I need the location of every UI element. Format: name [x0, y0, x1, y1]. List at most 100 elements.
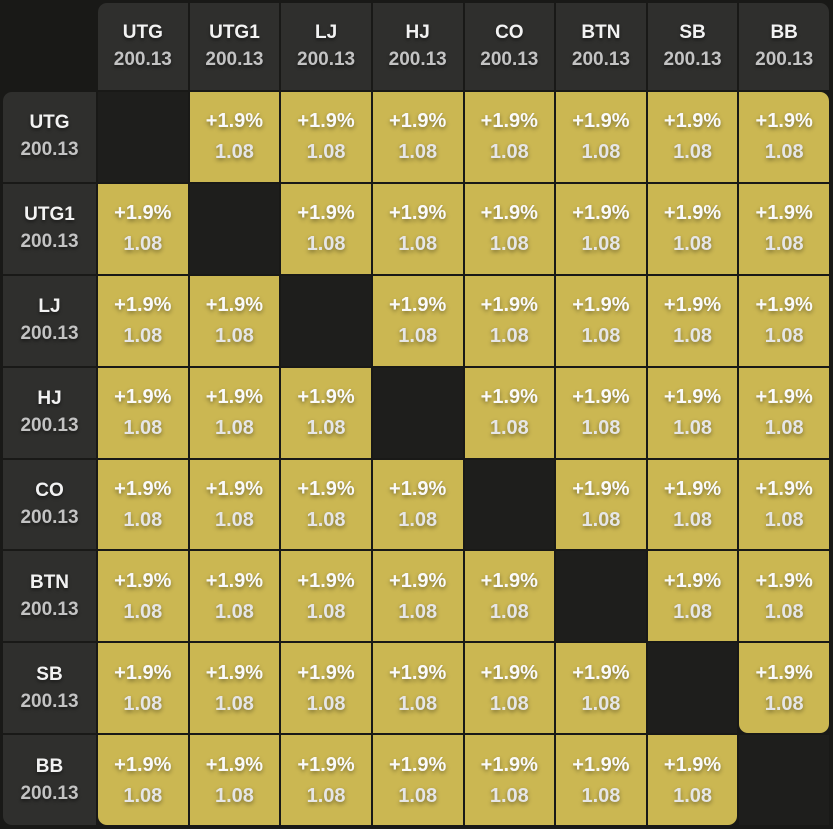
matrix-cell-btn-vs-sb[interactable]: +1.9% 1.08: [647, 551, 738, 642]
matrix-cell-sb-vs-hj[interactable]: +1.9% 1.08: [372, 643, 463, 734]
row-header-bb: BB 200.13: [3, 735, 96, 825]
cell-multiplier: 1.08: [306, 417, 346, 440]
matrix-cell-utg1-vs-btn[interactable]: +1.9% 1.08: [556, 183, 646, 274]
matrix-cell-hj-vs-btn[interactable]: +1.9% 1.08: [556, 367, 646, 458]
matrix-cell-utg1-vs-bb[interactable]: +1.9% 1.08: [739, 183, 829, 274]
matrix-cell-hj-vs-co[interactable]: +1.9% 1.08: [464, 367, 555, 458]
matrix-cell-hj-vs-utg[interactable]: +1.9% 1.08: [98, 367, 188, 458]
matrix-cell-lj-vs-utg1[interactable]: +1.9% 1.08: [189, 275, 280, 366]
matrix-cell-sb-vs-utg1[interactable]: +1.9% 1.08: [189, 643, 280, 734]
stack-label: 200.13: [480, 49, 539, 70]
matrix-cell-btn-vs-hj[interactable]: +1.9% 1.08: [372, 551, 463, 642]
matrix-cell-utg1-vs-utg[interactable]: +1.9% 1.08: [98, 183, 188, 274]
matrix-cell-hj-vs-bb[interactable]: +1.9% 1.08: [739, 367, 829, 458]
position-label: CO: [35, 479, 64, 501]
position-label: HJ: [405, 22, 430, 43]
matrix-cell-bb-vs-utg[interactable]: +1.9% 1.08: [98, 735, 188, 825]
matrix-cell-bb-vs-sb[interactable]: +1.9% 1.08: [647, 735, 738, 825]
cell-ev-percent: +1.9%: [663, 753, 722, 776]
cell-ev-percent: +1.9%: [297, 753, 355, 776]
cell-multiplier: 1.08: [764, 692, 804, 715]
matrix-cell-lj-vs-bb[interactable]: +1.9% 1.08: [739, 275, 829, 366]
matrix-cell-utg1-vs-hj[interactable]: +1.9% 1.08: [372, 183, 463, 274]
stack-label: 200.13: [20, 598, 79, 620]
matrix-cell-co-vs-lj[interactable]: +1.9% 1.08: [281, 459, 371, 550]
position-label: UTG1: [209, 22, 260, 43]
matrix-cell-co-vs-utg[interactable]: +1.9% 1.08: [98, 459, 188, 550]
cell-multiplier: 1.08: [123, 325, 163, 348]
cell-multiplier: 1.08: [123, 417, 163, 440]
cell-multiplier: 1.08: [764, 508, 804, 531]
column-header-co: CO 200.13: [464, 3, 555, 90]
diagonal-cell: [739, 735, 829, 825]
matrix-cell-hj-vs-utg1[interactable]: +1.9% 1.08: [189, 367, 280, 458]
stack-label: 200.13: [113, 49, 172, 70]
matrix-cell-sb-vs-utg[interactable]: +1.9% 1.08: [98, 643, 188, 734]
matrix-cell-bb-vs-co[interactable]: +1.9% 1.08: [464, 735, 555, 825]
matrix-cell-co-vs-utg1[interactable]: +1.9% 1.08: [189, 459, 280, 550]
cell-ev-percent: +1.9%: [663, 386, 722, 409]
matrix-cell-btn-vs-bb[interactable]: +1.9% 1.08: [739, 551, 829, 642]
position-label: BB: [770, 22, 798, 43]
row-header-co: CO 200.13: [3, 459, 96, 550]
matrix-cell-bb-vs-lj[interactable]: +1.9% 1.08: [281, 735, 371, 825]
matrix-cell-btn-vs-utg1[interactable]: +1.9% 1.08: [189, 551, 280, 642]
stack-label: 200.13: [20, 231, 79, 253]
stack-label: 200.13: [20, 690, 79, 712]
matrix-cell-utg1-vs-co[interactable]: +1.9% 1.08: [464, 183, 555, 274]
diagonal-cell: [372, 367, 463, 458]
cell-ev-percent: +1.9%: [572, 202, 630, 225]
matrix-cell-co-vs-bb[interactable]: +1.9% 1.08: [739, 459, 829, 550]
matrix-cell-sb-vs-btn[interactable]: +1.9% 1.08: [556, 643, 646, 734]
matrix-cell-utg-vs-utg1[interactable]: +1.9% 1.08: [189, 92, 280, 182]
matrix-cell-lj-vs-sb[interactable]: +1.9% 1.08: [647, 275, 738, 366]
cell-multiplier: 1.08: [398, 692, 438, 715]
matrix-cell-sb-vs-bb[interactable]: +1.9% 1.08: [739, 643, 829, 734]
cell-ev-percent: +1.9%: [389, 477, 447, 500]
matrix-cell-utg1-vs-sb[interactable]: +1.9% 1.08: [647, 183, 738, 274]
cell-multiplier: 1.08: [123, 600, 163, 623]
stack-label: 200.13: [297, 49, 356, 70]
cell-ev-percent: +1.9%: [572, 110, 630, 133]
matrix-cell-hj-vs-sb[interactable]: +1.9% 1.08: [647, 367, 738, 458]
matrix-cell-utg-vs-hj[interactable]: +1.9% 1.08: [372, 92, 463, 182]
matrix-cell-bb-vs-btn[interactable]: +1.9% 1.08: [556, 735, 646, 825]
cell-multiplier: 1.08: [673, 325, 713, 348]
matrix-cell-sb-vs-lj[interactable]: +1.9% 1.08: [281, 643, 371, 734]
matrix-cell-hj-vs-lj[interactable]: +1.9% 1.08: [281, 367, 371, 458]
position-label: BB: [35, 755, 64, 777]
matrix-cell-utg-vs-btn[interactable]: +1.9% 1.08: [556, 92, 646, 182]
matrix-cell-btn-vs-lj[interactable]: +1.9% 1.08: [281, 551, 371, 642]
matrix-cell-co-vs-sb[interactable]: +1.9% 1.08: [647, 459, 738, 550]
matrix-cell-co-vs-hj[interactable]: +1.9% 1.08: [372, 459, 463, 550]
cell-ev-percent: +1.9%: [205, 661, 264, 684]
matrix-cell-bb-vs-utg1[interactable]: +1.9% 1.08: [189, 735, 280, 825]
stack-label: 200.13: [755, 49, 814, 70]
matrix-cell-lj-vs-btn[interactable]: +1.9% 1.08: [556, 275, 646, 366]
matrix-cell-utg-vs-co[interactable]: +1.9% 1.08: [464, 92, 555, 182]
cell-ev-percent: +1.9%: [205, 294, 264, 317]
column-header-utg1: UTG1 200.13: [189, 3, 280, 90]
cell-multiplier: 1.08: [214, 692, 254, 715]
matrix-cell-bb-vs-hj[interactable]: +1.9% 1.08: [372, 735, 463, 825]
matrix-cell-btn-vs-utg[interactable]: +1.9% 1.08: [98, 551, 188, 642]
matrix-cell-utg-vs-lj[interactable]: +1.9% 1.08: [281, 92, 371, 182]
matrix-cell-lj-vs-co[interactable]: +1.9% 1.08: [464, 275, 555, 366]
matrix-cell-utg-vs-sb[interactable]: +1.9% 1.08: [647, 92, 738, 182]
cell-ev-percent: +1.9%: [297, 202, 355, 225]
cell-ev-percent: +1.9%: [114, 569, 172, 592]
cell-ev-percent: +1.9%: [389, 294, 447, 317]
cell-ev-percent: +1.9%: [480, 202, 538, 225]
matrix-cell-sb-vs-co[interactable]: +1.9% 1.08: [464, 643, 555, 734]
diagonal-cell: [556, 551, 646, 642]
matrix-cell-btn-vs-co[interactable]: +1.9% 1.08: [464, 551, 555, 642]
matrix-cell-utg-vs-bb[interactable]: +1.9% 1.08: [739, 92, 829, 182]
matrix-cell-co-vs-btn[interactable]: +1.9% 1.08: [556, 459, 646, 550]
matrix-cell-lj-vs-hj[interactable]: +1.9% 1.08: [372, 275, 463, 366]
cell-ev-percent: +1.9%: [205, 569, 264, 592]
row-header-utg1: UTG1 200.13: [3, 183, 96, 274]
cell-multiplier: 1.08: [306, 784, 346, 807]
cell-multiplier: 1.08: [306, 233, 346, 256]
matrix-cell-lj-vs-utg[interactable]: +1.9% 1.08: [98, 275, 188, 366]
matrix-cell-utg1-vs-lj[interactable]: +1.9% 1.08: [281, 183, 371, 274]
